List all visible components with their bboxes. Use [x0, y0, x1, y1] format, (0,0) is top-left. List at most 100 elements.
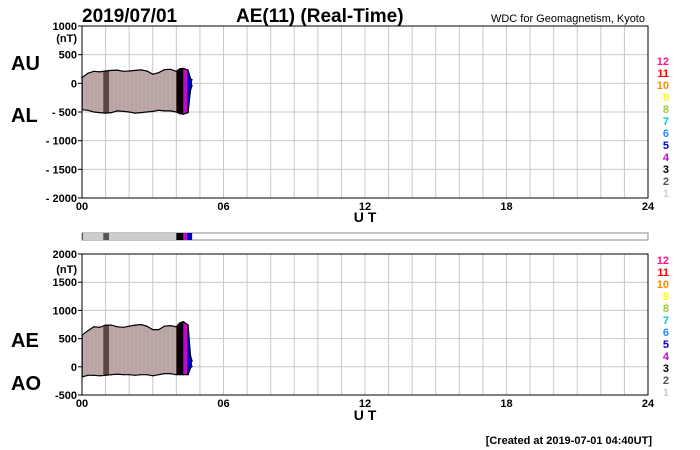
station-band-segment	[186, 233, 193, 240]
data-point-ao	[191, 365, 193, 367]
station-fill-segment	[109, 321, 177, 377]
data-point-al	[134, 112, 136, 114]
data-point-al	[175, 111, 177, 113]
creation-timestamp: [Created at 2019-07-01 04:40UT]	[486, 435, 653, 447]
series-line-ae	[81, 321, 193, 362]
data-point-au	[93, 70, 95, 72]
data-point-au	[175, 70, 177, 72]
data-point-ao	[179, 374, 181, 376]
data-point-al	[158, 109, 160, 111]
chart-date: 2019/07/01	[82, 6, 178, 27]
data-point-ao	[146, 374, 148, 376]
station-fill-segment	[83, 68, 104, 115]
data-point-au	[179, 68, 181, 70]
station-band-segment	[83, 233, 104, 240]
legend-number: 8	[663, 104, 669, 116]
data-point-ae	[169, 325, 172, 327]
data-point-ae	[182, 321, 185, 323]
data-point-ao	[128, 374, 130, 376]
station-band-segment	[176, 233, 184, 240]
x-tick-label: 00	[76, 398, 88, 410]
data-point-au	[187, 69, 189, 71]
plot-frame	[81, 253, 649, 396]
legend-number: 5	[663, 140, 669, 152]
data-point-au	[104, 70, 107, 72]
data-point-ae	[158, 328, 160, 331]
legend-number: 3	[663, 164, 669, 176]
legend-number: 6	[663, 327, 669, 339]
ae-ao-panel: 2000 1500 1000 500 0 -500 (nT) 00 06 12 18 24 U T AE A…	[11, 249, 655, 423]
y-tick-label: 500	[59, 50, 77, 62]
station-fill-segment	[103, 68, 110, 115]
x-tick-label: 12	[359, 398, 371, 410]
data-point-ao	[175, 374, 177, 376]
data-point-au	[191, 79, 193, 81]
data-point-al	[122, 110, 124, 113]
legend-number: 4	[663, 351, 670, 363]
legend-number: 2	[663, 375, 669, 387]
data-point-ao	[116, 373, 118, 375]
data-point-al	[189, 89, 192, 91]
series-label-au: AU	[11, 53, 40, 75]
data-point-al	[99, 111, 101, 114]
data-point-ae	[128, 325, 130, 327]
legend-number: 1	[663, 188, 669, 200]
data-point-ao	[140, 374, 142, 376]
station-fill-segment	[183, 68, 187, 115]
data-point-al	[163, 110, 166, 112]
data-point-ae	[163, 325, 166, 327]
data-point-al	[182, 113, 185, 115]
data-point-ao	[163, 372, 166, 375]
station-fill-segment	[109, 68, 177, 115]
data-point-al	[87, 109, 89, 111]
data-point-ao	[110, 374, 113, 376]
legend-number: 8	[663, 303, 669, 315]
data-point-ae	[87, 330, 89, 332]
station-band-segment	[109, 233, 177, 240]
legend-number: 11	[657, 68, 669, 80]
data-point-ae	[134, 324, 136, 326]
legend-number: 12	[657, 255, 669, 267]
data-point-ao	[122, 374, 124, 376]
data-point-au	[182, 67, 185, 70]
data-point-ao	[99, 375, 101, 377]
y-unit-label: (nT)	[56, 264, 77, 276]
legend-number: 6	[663, 128, 669, 140]
data-point-au	[140, 69, 142, 71]
y-tick-label: -500	[55, 390, 77, 402]
series-line-au	[81, 67, 193, 81]
data-point-au	[110, 69, 113, 72]
legend-number: 10	[657, 279, 669, 291]
data-point-ae	[179, 322, 181, 324]
series-label-al: AL	[11, 105, 38, 127]
data-point-ae	[146, 325, 148, 327]
data-point-ae	[110, 324, 113, 326]
data-point-ae	[175, 326, 177, 328]
data-point-ao	[152, 375, 154, 377]
legend-number: 10	[657, 80, 669, 92]
legend-number: 3	[663, 363, 669, 375]
x-tick-label: 24	[642, 398, 655, 410]
x-tick-label: 00	[76, 201, 88, 213]
station-fill-segment	[186, 68, 193, 115]
data-point-au	[146, 70, 148, 72]
series-label-ae: AE	[11, 330, 39, 352]
data-point-ao	[134, 374, 136, 376]
x-axis-label: U T	[354, 407, 377, 423]
data-point-ao	[189, 367, 192, 369]
series-label-ao: AO	[11, 373, 41, 395]
station-fill-segment	[82, 68, 84, 115]
data-point-ao	[93, 374, 95, 376]
x-tick-label: 06	[217, 398, 229, 410]
x-axis-label: U T	[354, 209, 377, 225]
legend-number: 11	[657, 267, 669, 279]
data-point-au	[87, 72, 89, 74]
legend-number: 9	[663, 291, 669, 303]
data-point-ae	[116, 326, 118, 328]
data-point-ao	[187, 374, 189, 376]
y-tick-label: 1000	[53, 21, 77, 33]
data-point-au	[158, 72, 160, 74]
station-fill-segment	[83, 321, 104, 377]
station-band-segment	[183, 233, 187, 240]
station-band-segment	[82, 233, 84, 240]
